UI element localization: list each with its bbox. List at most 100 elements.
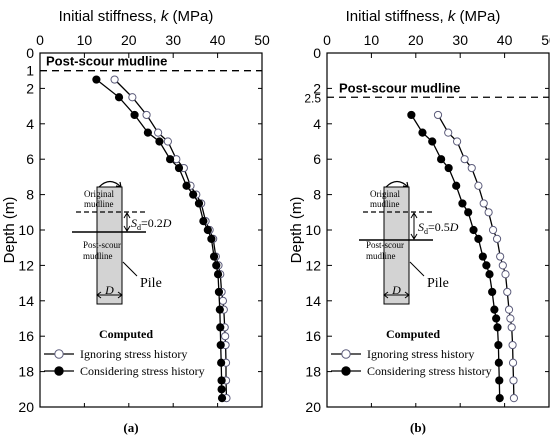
- post-scour-label: mudline: [366, 251, 396, 261]
- x-axis-label-var: k: [448, 8, 457, 25]
- panel-label: (b): [410, 420, 426, 435]
- x-tick-label: 40: [210, 32, 226, 48]
- x-tick-label: 50: [254, 32, 270, 48]
- x-tick-label: 20: [408, 32, 424, 48]
- data-point-ignoring: [507, 323, 516, 332]
- pile-label: Pile: [140, 276, 162, 291]
- sd-arrow-icon: [123, 212, 131, 232]
- legend-marker: [341, 349, 351, 359]
- post-scour-label: Post-scour: [83, 240, 121, 250]
- y-tick-label: 10: [305, 222, 321, 238]
- data-point-ignoring: [509, 376, 518, 385]
- data-point-considering: [213, 270, 223, 279]
- data-point-ignoring: [452, 137, 462, 146]
- legend-entry: Considering stress history: [367, 364, 492, 378]
- data-point-considering: [214, 287, 224, 297]
- original-mudline-label: mudline: [370, 199, 400, 209]
- y-tick-label: 10: [18, 222, 34, 238]
- x-axis-label-unit: (MPa): [455, 8, 500, 25]
- x-axis-label: Initial stiffness, k (MPa): [59, 8, 214, 25]
- data-point-considering: [469, 225, 478, 235]
- x-tick-label: 10: [364, 32, 380, 48]
- data-point-ignoring: [479, 199, 488, 208]
- sd-label: Sd=0.5D: [418, 220, 459, 236]
- data-point-considering: [114, 93, 124, 102]
- data-point-ignoring: [492, 234, 502, 243]
- data-point-considering: [174, 163, 184, 173]
- data-point-considering: [482, 261, 491, 270]
- y-tick-label: 12: [305, 257, 321, 273]
- data-point-considering: [216, 340, 225, 350]
- x-tick-label: 50: [541, 32, 550, 48]
- data-point-considering: [494, 340, 503, 350]
- y-tick-label: 4: [313, 116, 321, 132]
- rotation-arrowhead-icon: [115, 181, 122, 188]
- y-tick-label: 16: [305, 328, 321, 344]
- rotation-arrowhead-icon: [402, 181, 409, 188]
- y-tick-label: 6: [26, 151, 34, 167]
- y-tick-label-mudline: 2.5: [304, 91, 321, 105]
- data-point-ignoring: [498, 261, 507, 270]
- sd-symbol: S: [131, 216, 137, 230]
- y-tick-label: 0: [313, 45, 321, 61]
- sd-symbol: S: [418, 220, 424, 234]
- data-point-ignoring: [142, 110, 151, 120]
- data-point-ignoring: [508, 340, 517, 350]
- data-point-considering: [490, 305, 499, 314]
- x-tick-label: 0: [323, 32, 331, 48]
- y-axis-label: Depth (m): [1, 197, 18, 264]
- data-point-considering: [217, 358, 226, 367]
- data-point-ignoring: [506, 314, 515, 323]
- mudline-label: Post-scour mudline: [46, 54, 167, 69]
- data-point-considering: [215, 305, 224, 314]
- data-point-considering: [194, 199, 204, 208]
- diameter-label: D: [104, 283, 114, 297]
- data-point-considering: [182, 181, 191, 190]
- y-tick-label: 16: [18, 328, 34, 344]
- sd-arrow-icon: [410, 212, 418, 240]
- data-point-considering: [437, 155, 446, 164]
- rotation-arrow-icon: [385, 180, 409, 188]
- data-point-considering: [203, 225, 212, 235]
- sd-unit: D: [162, 216, 172, 230]
- data-point-considering: [130, 110, 139, 120]
- y-tick-label: 18: [305, 364, 321, 380]
- y-tick-label-mudline: 1: [26, 63, 34, 79]
- data-point-ignoring: [496, 252, 505, 261]
- legend-title: Computed: [386, 327, 440, 341]
- data-point-ignoring: [501, 270, 510, 279]
- x-axis-label-var: k: [161, 8, 170, 25]
- data-point-considering: [474, 234, 483, 243]
- legend-entry: Considering stress history: [80, 364, 205, 378]
- data-point-considering: [212, 261, 221, 270]
- y-tick-label: 8: [313, 187, 321, 203]
- x-tick-label: 30: [452, 32, 468, 48]
- data-point-considering: [493, 323, 502, 332]
- pile-label: Pile: [427, 276, 449, 291]
- x-tick-label: 20: [121, 32, 137, 48]
- data-point-considering: [155, 137, 164, 146]
- data-point-considering: [495, 394, 504, 403]
- pile-schematic: OriginalmudlinePost-scourmudlineSd=0.5DP…: [359, 180, 459, 305]
- data-point-considering: [418, 128, 427, 137]
- y-tick-label: 4: [26, 116, 34, 132]
- data-point-ignoring: [509, 394, 519, 403]
- data-point-considering: [217, 385, 226, 394]
- x-axis-label-unit: (MPa): [168, 8, 213, 25]
- data-point-ignoring: [508, 358, 518, 367]
- panel-b: 0 10 20 30 40 50 Initial stiffness, k (MPa) 0 2 4…: [288, 8, 550, 435]
- data-point-considering: [452, 181, 461, 190]
- data-point-considering: [478, 252, 487, 261]
- data-point-considering: [407, 110, 416, 120]
- x-tick-label: 0: [36, 32, 44, 48]
- data-point-considering: [217, 394, 227, 403]
- data-point-considering: [189, 190, 198, 199]
- sd-unit: D: [449, 220, 459, 234]
- legend-title: Computed: [99, 327, 153, 341]
- panel-a: 0 10 20 30 40 50 Initial stiffness, k (MPa) 0 2 4…: [1, 8, 270, 435]
- data-point-considering: [199, 217, 208, 226]
- y-axis-label: Depth (m): [288, 197, 305, 264]
- data-point-considering: [92, 75, 101, 84]
- data-point-ignoring: [474, 181, 483, 190]
